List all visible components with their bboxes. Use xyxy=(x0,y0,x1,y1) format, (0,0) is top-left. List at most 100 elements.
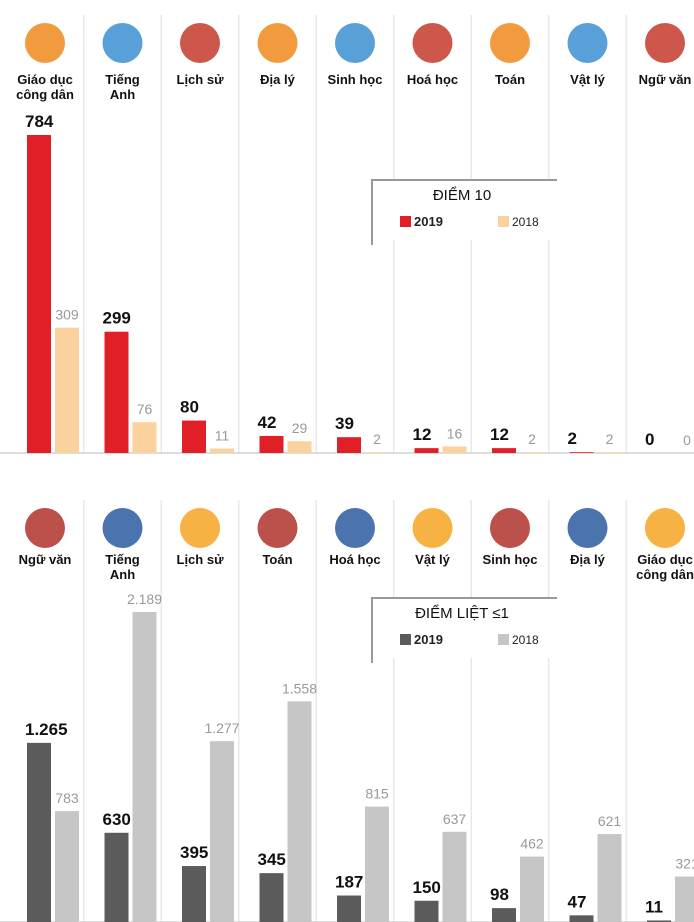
subject-icon xyxy=(490,23,530,63)
bar xyxy=(675,877,694,922)
bar xyxy=(570,915,594,922)
bar xyxy=(415,901,439,922)
subject-icon xyxy=(335,508,375,548)
bar xyxy=(133,422,157,453)
bar xyxy=(492,448,516,453)
category-label: Địa lý xyxy=(240,72,316,87)
value-label: 16 xyxy=(447,426,463,442)
infographic: 784309299768011422939212161222200ĐIỂM 10… xyxy=(0,0,694,922)
legend-swatch xyxy=(400,216,411,227)
bar xyxy=(443,447,467,453)
subject-icon xyxy=(568,23,608,63)
bar xyxy=(520,452,544,453)
value-label: 0 xyxy=(683,432,691,448)
bar xyxy=(520,857,544,922)
value-label: 187 xyxy=(335,873,363,892)
value-label: 621 xyxy=(598,813,622,829)
value-label: 12 xyxy=(490,425,509,444)
category-label: Ngữ văn xyxy=(7,552,83,567)
value-label: 784 xyxy=(25,112,54,131)
value-label: 12 xyxy=(413,425,432,444)
value-label: 2 xyxy=(528,431,536,447)
value-label: 1.265 xyxy=(25,720,68,739)
bar xyxy=(182,866,206,922)
bar xyxy=(443,832,467,922)
value-label: 1.277 xyxy=(204,720,239,736)
category-label: Địa lý xyxy=(550,552,626,567)
bar xyxy=(182,421,206,453)
category-label: Tiếng Anh xyxy=(85,72,161,102)
bar xyxy=(288,701,312,922)
category-label: Ngữ văn xyxy=(627,72,694,87)
category-label: Hoá học xyxy=(395,72,471,87)
bar xyxy=(365,807,389,922)
legend-swatch xyxy=(498,216,509,227)
bar xyxy=(337,896,361,922)
value-label: 0 xyxy=(645,430,654,449)
category-label: Toán xyxy=(240,552,316,567)
value-label: 395 xyxy=(180,843,208,862)
bar xyxy=(260,873,284,922)
category-label: Lịch sử xyxy=(162,72,238,87)
legend-entry: 2019 xyxy=(414,632,443,647)
subject-icon xyxy=(180,23,220,63)
value-label: 783 xyxy=(55,790,79,806)
bar xyxy=(105,332,129,453)
bar xyxy=(365,452,389,453)
subject-icon xyxy=(25,508,65,548)
bar xyxy=(337,437,361,453)
bar xyxy=(288,441,312,453)
value-label: 1.558 xyxy=(282,680,317,696)
legend-swatch xyxy=(498,634,509,645)
legend-entry: 2018 xyxy=(512,215,539,229)
value-label: 2 xyxy=(568,429,577,448)
subject-icon xyxy=(103,508,143,548)
category-label: Hoá học xyxy=(317,552,393,567)
bar xyxy=(598,834,622,922)
value-label: 637 xyxy=(443,811,467,827)
value-label: 42 xyxy=(258,413,277,432)
value-label: 29 xyxy=(292,420,308,436)
subject-icon xyxy=(413,508,453,548)
category-label: Vật lý xyxy=(395,552,471,567)
value-label: 630 xyxy=(103,810,131,829)
bar xyxy=(260,436,284,453)
legend-entry: 2018 xyxy=(512,633,539,647)
subject-icon xyxy=(413,23,453,63)
category-label: Sinh học xyxy=(472,552,548,567)
value-label: 150 xyxy=(413,878,441,897)
value-label: 299 xyxy=(103,309,131,328)
legend-entry: 2019 xyxy=(414,214,443,229)
category-label: Toán xyxy=(472,72,548,87)
subject-icon xyxy=(258,23,298,63)
bar xyxy=(133,612,157,922)
value-label: 2.189 xyxy=(127,591,162,607)
bar xyxy=(598,452,622,453)
bar xyxy=(210,741,234,922)
bar xyxy=(210,449,234,453)
chart: 784309299768011422939212161222200ĐIỂM 10… xyxy=(0,0,694,922)
value-label: 2 xyxy=(373,431,381,447)
legend-swatch xyxy=(400,634,411,645)
category-label: Sinh học xyxy=(317,72,393,87)
bar xyxy=(27,135,51,453)
value-label: 76 xyxy=(137,401,153,417)
legend-title: ĐIỂM LIỆT ≤1 xyxy=(415,604,509,622)
subject-icon xyxy=(258,508,298,548)
subject-icon xyxy=(645,23,685,63)
value-label: 11 xyxy=(645,897,663,916)
value-label: 47 xyxy=(568,892,587,911)
subject-icon xyxy=(103,23,143,63)
category-label: Vật lý xyxy=(550,72,626,87)
value-label: 80 xyxy=(180,398,199,417)
subject-icon xyxy=(568,508,608,548)
category-label: Lịch sử xyxy=(162,552,238,567)
value-label: 321 xyxy=(675,856,694,872)
bar xyxy=(415,448,439,453)
subject-icon xyxy=(490,508,530,548)
bar xyxy=(55,328,79,453)
value-label: 2 xyxy=(606,431,614,447)
subject-icon xyxy=(645,508,685,548)
value-label: 345 xyxy=(258,850,286,869)
value-label: 462 xyxy=(520,836,544,852)
